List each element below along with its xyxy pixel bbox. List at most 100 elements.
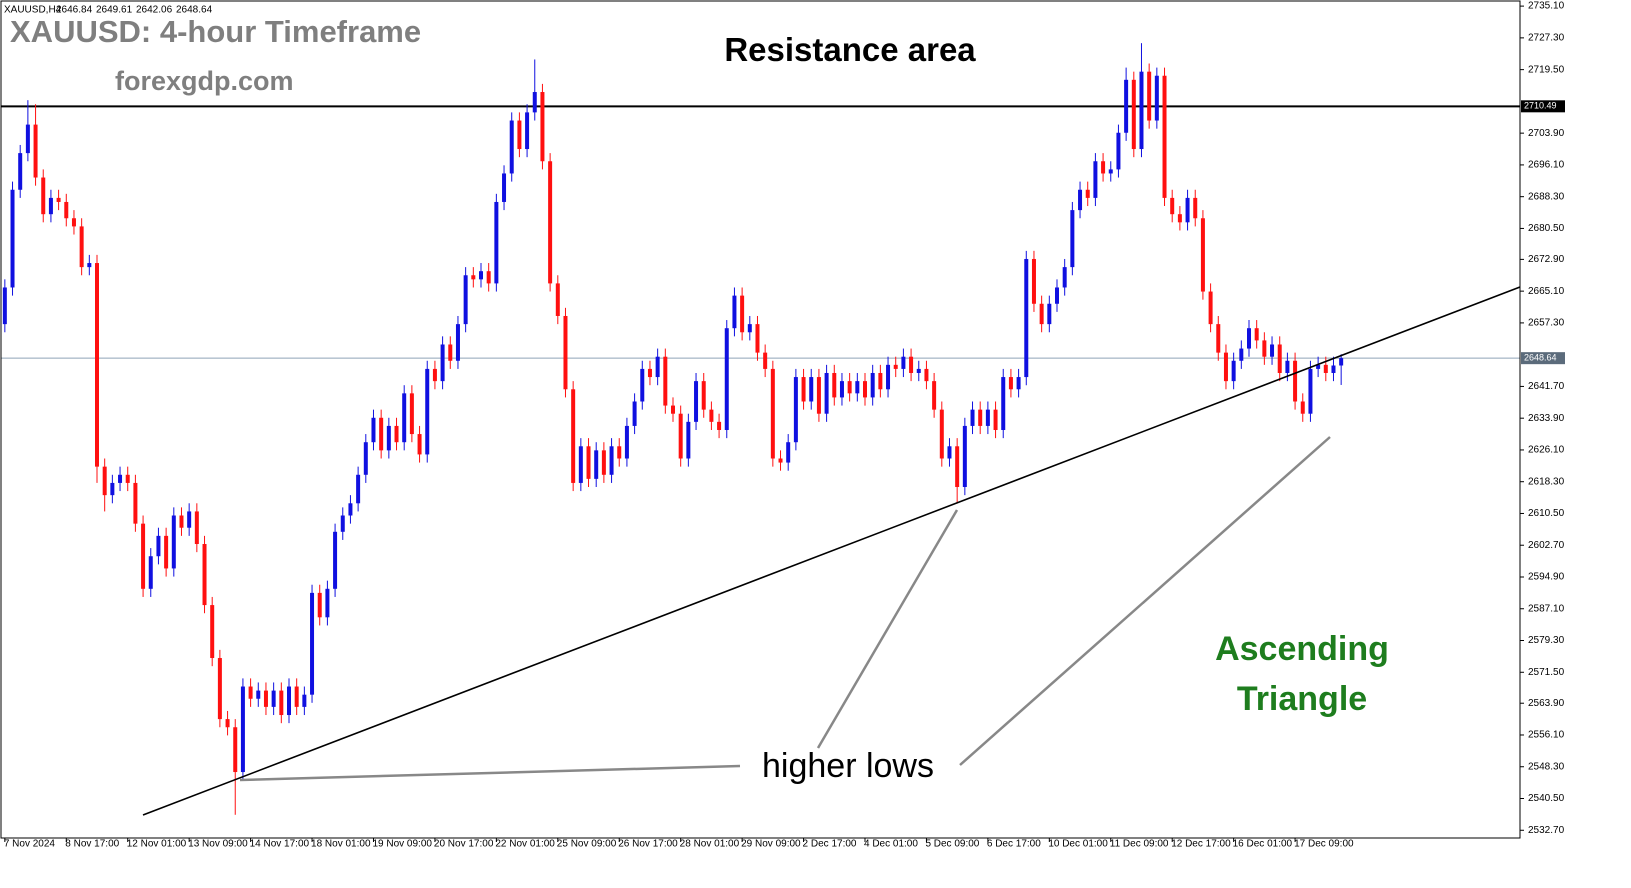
candle-body [1154, 75, 1159, 121]
candle-body [855, 381, 860, 394]
candle-body [1208, 291, 1213, 325]
x-tick-label: 20 Nov 17:00 [434, 839, 494, 850]
candle-body [233, 727, 238, 773]
candle-body [1101, 161, 1106, 174]
candle-body [1070, 210, 1075, 268]
candle-body [1216, 324, 1221, 353]
y-tick-label: 2594.90 [1528, 572, 1565, 583]
candle-body [340, 515, 345, 532]
candle-body [271, 690, 276, 707]
candle-body [640, 368, 645, 402]
candle-body [678, 413, 683, 459]
candle-body [617, 446, 622, 459]
candle-body [832, 372, 837, 398]
x-tick-label: 25 Nov 09:00 [557, 839, 617, 850]
candle-body [41, 177, 46, 215]
y-tick-label: 2680.50 [1528, 223, 1565, 234]
y-tick-label: 2672.90 [1528, 254, 1565, 265]
candle-body [609, 446, 614, 475]
x-tick-label: 7 Nov 2024 [4, 839, 56, 850]
candle-body [110, 482, 115, 496]
candle-body [263, 690, 268, 707]
candle-body [924, 368, 929, 382]
candle-body [25, 124, 30, 154]
candle-body [1254, 328, 1259, 341]
candle-body [95, 263, 99, 467]
candle-body [801, 377, 806, 402]
candle-body [647, 368, 652, 378]
candle-body [763, 352, 768, 369]
x-tick-label: 6 Dec 17:00 [987, 839, 1041, 850]
candle-body [64, 201, 69, 219]
candle-body [333, 531, 338, 589]
candle-body [409, 393, 414, 435]
candle-body [555, 283, 560, 316]
candle-body [1031, 258, 1036, 304]
candle-body [1300, 401, 1305, 414]
candle-body [601, 450, 606, 475]
candle-body [1177, 214, 1182, 223]
candle-body [317, 592, 322, 618]
candle-body [932, 381, 937, 410]
candle-body [563, 315, 568, 390]
candle-body [440, 344, 445, 382]
chart-subtitle: forexgdp.com [115, 66, 294, 96]
x-tick-label: 17 Dec 09:00 [1294, 839, 1354, 850]
price-tag [1521, 100, 1565, 113]
candle-body [125, 474, 130, 483]
candle-body [502, 173, 507, 202]
x-tick-label: 18 Nov 01:00 [311, 839, 371, 850]
candle-body [947, 446, 952, 459]
candle-body [455, 324, 460, 361]
candle-body [386, 425, 391, 451]
quote-value: 2646.84 [56, 5, 93, 16]
candle-body [133, 482, 138, 524]
candle-body [1293, 360, 1298, 402]
candle-body [1339, 358, 1344, 366]
quote-value: 2648.64 [176, 5, 213, 16]
y-tick-label: 2719.50 [1528, 64, 1565, 75]
candle-body [1055, 287, 1059, 304]
y-tick-label: 2688.30 [1528, 191, 1565, 202]
candle-body [1085, 189, 1090, 198]
candle-body [632, 401, 637, 426]
candle-body [571, 389, 576, 483]
candle-body [740, 295, 745, 333]
candle-body [686, 421, 691, 459]
candle-body [148, 556, 153, 589]
candle-body [294, 686, 299, 707]
quote-value: 2649.61 [96, 5, 133, 16]
candle-body [962, 425, 967, 488]
x-tick-label: 22 Nov 01:00 [495, 839, 555, 850]
price-tag-label: 2648.64 [1524, 353, 1557, 363]
candle-body [202, 544, 207, 606]
y-tick-label: 2579.30 [1528, 635, 1565, 646]
x-tick-label: 14 Nov 17:00 [250, 839, 310, 850]
candle-body [701, 381, 706, 410]
candle-body [755, 324, 760, 353]
y-tick-label: 2641.70 [1528, 381, 1565, 392]
y-tick-label: 2610.50 [1528, 508, 1565, 519]
candle-body [225, 719, 230, 728]
candle-body [586, 446, 591, 479]
candle-body [509, 120, 514, 174]
candle-body [325, 588, 330, 618]
candle-body [118, 474, 123, 483]
candle-body [839, 381, 844, 398]
candle-body [256, 690, 261, 699]
candle-body [486, 271, 491, 284]
candle-body [1270, 344, 1275, 357]
candle-body [770, 368, 775, 459]
candle-body [663, 356, 668, 406]
candle-body [793, 377, 798, 443]
candle-body [955, 446, 960, 488]
y-tick-label: 2657.30 [1528, 318, 1565, 329]
candle-body [816, 377, 821, 414]
candle-body [1108, 169, 1113, 174]
x-tick-label: 11 Dec 09:00 [1110, 839, 1169, 850]
candle-body [1262, 340, 1267, 357]
candle-body [724, 328, 729, 430]
quote: 2646.84 2649.61 2642.06 2648.64 [56, 5, 213, 16]
